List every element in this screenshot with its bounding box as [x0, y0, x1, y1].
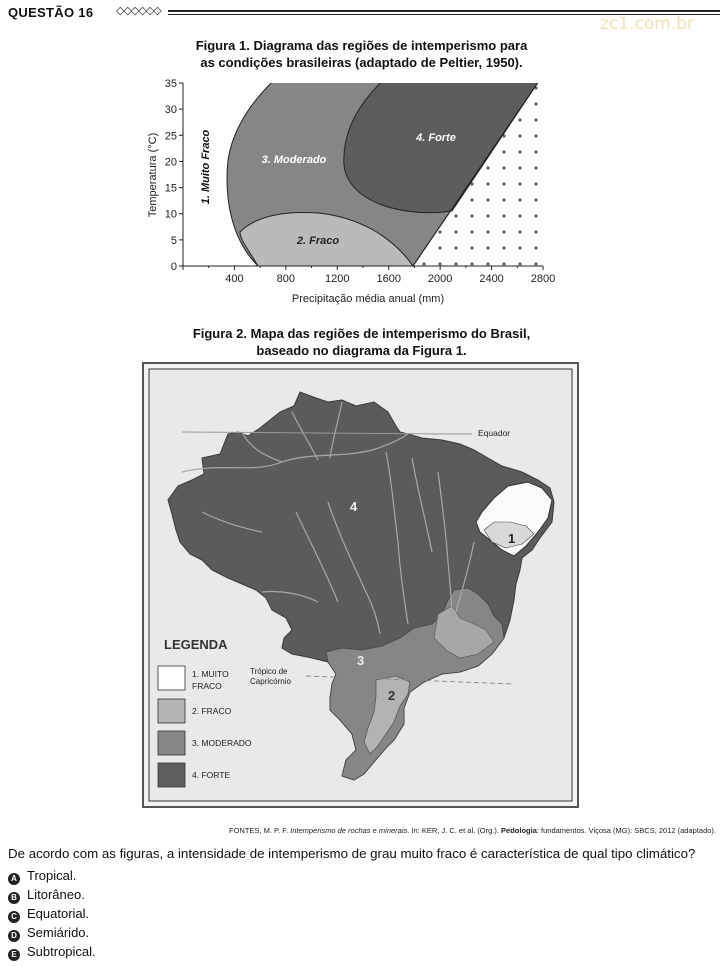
map-legend: LEGENDA 1. MUITO FRACO 2. FRACO 3. MODER…: [157, 637, 252, 788]
y-tick-label: 30: [165, 104, 177, 116]
y-tick-label: 10: [165, 209, 177, 221]
legend-swatch-fraco: [157, 698, 186, 724]
legend-label-muito-fraco-line2: FRACO: [192, 681, 222, 691]
equator-label: Equador: [478, 428, 510, 438]
caption-middle: . In: KER, J. C. et al. (Org.).: [407, 826, 502, 835]
rivers: [181, 401, 475, 635]
legend-swatch-muito-fraco: [157, 665, 186, 691]
option-text-d: Semiárido.: [27, 925, 90, 940]
legend-label-fraco: 2. FRACO: [192, 706, 232, 716]
legend-label-forte: 4. FORTE: [192, 770, 230, 780]
x-tick-label: 400: [225, 273, 243, 285]
x-tick-label: 1200: [325, 273, 349, 285]
region-fraco-inside-semiarid: [483, 521, 535, 549]
option-b[interactable]: B Litorâneo.: [8, 887, 85, 905]
x-tick-label: 2400: [479, 273, 503, 285]
header-rule: [168, 10, 720, 15]
map-region-number-2: 2: [388, 688, 395, 703]
x-axis-label: Precipitação média anual (mm): [292, 293, 444, 305]
region-label-moderado: 3. Moderado: [262, 154, 327, 166]
map-region-number-3: 3: [357, 653, 364, 668]
option-letter-c: C: [8, 911, 20, 923]
y-tick-label: 5: [171, 235, 177, 247]
figure2-title-line1: Figura 2. Mapa das regiões de intemperis…: [192, 326, 531, 341]
option-text-a: Tropical.: [27, 868, 77, 883]
caption-prefix: FONTES, M. P. F.: [228, 826, 291, 835]
region-label-forte: 4. Forte: [415, 132, 456, 144]
option-letter-b: B: [8, 892, 20, 904]
option-letter-d: D: [8, 930, 20, 942]
tropic-label-line1: Trópico de: [250, 667, 288, 676]
figure1-title-line1: Figura 1. Diagrama das regiões de intemp…: [195, 38, 528, 53]
x-tick-label: 2000: [428, 273, 452, 285]
option-letter-e: E: [8, 949, 20, 961]
option-text-b: Litorâneo.: [27, 887, 85, 902]
map-region-number-1: 1: [508, 531, 515, 546]
option-a[interactable]: A Tropical.: [8, 868, 76, 886]
legend-label-muito-fraco-line1: 1. MUITO: [192, 669, 229, 679]
y-tick-label: 25: [165, 130, 177, 142]
option-letter-a: A: [8, 873, 20, 885]
region-dry-hatched: [412, 83, 543, 266]
option-e[interactable]: E Subtropical.: [8, 944, 96, 962]
legend-swatch-forte: [157, 762, 186, 788]
legend-label-moderado: 3. MODERADO: [192, 738, 252, 748]
figure2-title-line2: baseado no diagrama da Figura 1.: [256, 343, 467, 358]
region-label-muito-fraco: 1. Muito Fraco: [200, 129, 212, 204]
region-fraco-map: [363, 675, 411, 755]
watermark: zc1.com.br: [600, 14, 694, 34]
question-text: De acordo com as figuras, a intensidade …: [8, 846, 696, 861]
question-number: QUESTÃO 16: [8, 5, 94, 20]
source-caption: FONTES, M. P. F. Intemperismo de rochas …: [229, 826, 716, 835]
option-c[interactable]: C Equatorial.: [8, 906, 89, 924]
figure1-title-line2: as condições brasileiras (adaptado de Pe…: [200, 55, 523, 70]
map-region-number-4: 4: [350, 499, 358, 514]
figure1-title: Figura 1. Diagrama das regiões de intemp…: [0, 37, 723, 71]
legend-title: LEGENDA: [164, 637, 228, 652]
caption-article-title: Intemperismo de rochas e minerais: [290, 826, 408, 835]
equator-line: [181, 431, 459, 435]
legend-swatch-moderado: [157, 730, 186, 756]
option-d[interactable]: D Semiárido.: [8, 925, 89, 943]
x-tick-label: 1600: [376, 273, 400, 285]
region-fraco: [239, 211, 414, 266]
question-header: QUESTÃO 16 ◇◇◇◇◇◇: [8, 5, 720, 23]
figure2-title: Figura 2. Mapa das regiões de intemperis…: [0, 325, 723, 359]
region-label-fraco: 2. Fraco: [296, 235, 339, 247]
header-ornament: ◇◇◇◇◇◇: [116, 5, 162, 17]
y-tick-label: 35: [165, 78, 177, 90]
y-tick-label: 15: [165, 183, 177, 195]
y-axis-label: Temperatura (°C): [147, 133, 159, 217]
tropic-line: [305, 675, 515, 685]
x-tick-label: 2800: [531, 273, 555, 285]
caption-suffix: : fundamentos. Viçosa (MG): SBCS, 2012 (…: [536, 826, 716, 835]
y-tick-label: 20: [165, 156, 177, 168]
tropic-label-line2: Capricórnio: [250, 677, 291, 686]
chart-axes: 0 5 10 15 20 25 30 35 400 800 1200 1600 2000 2400 2800: [165, 78, 555, 285]
region-fraco-patches: [433, 605, 495, 659]
brazil-weathering-map: Equador Trópico de Capricórnio 1 2 3 4 L…: [142, 362, 579, 808]
option-text-e: Subtropical.: [27, 944, 96, 959]
option-text-c: Equatorial.: [27, 906, 90, 921]
y-tick-label: 0: [171, 261, 177, 273]
weathering-diagram: 1. Muito Fraco 3. Moderado 4. Forte 2. F…: [147, 78, 555, 305]
x-tick-label: 800: [277, 273, 295, 285]
region-forte: [343, 83, 539, 214]
caption-book-title: Pedologia: [501, 826, 537, 835]
